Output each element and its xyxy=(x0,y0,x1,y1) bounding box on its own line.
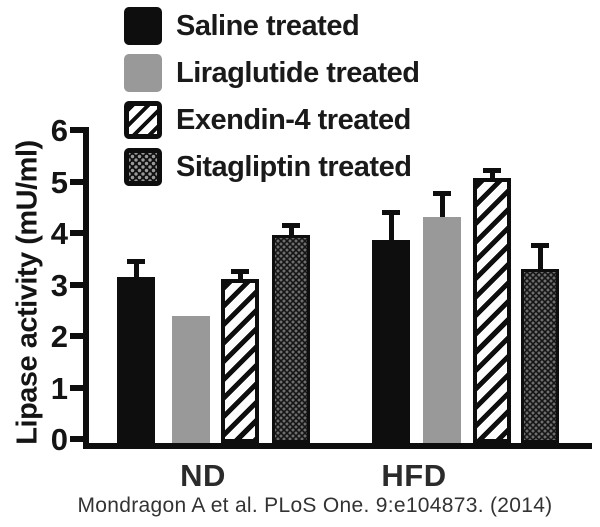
bar-hfd-3 xyxy=(521,268,559,443)
citation-text: Mondragon A et al. PLoS One. 9:e104873. … xyxy=(77,494,553,517)
bar-hfd-1 xyxy=(423,216,461,443)
error-bar-stem xyxy=(537,245,543,277)
error-bar-cap xyxy=(231,269,249,275)
error-bar-stem xyxy=(388,211,394,249)
error-bar-cap xyxy=(382,209,400,215)
y-tick-label: 1 xyxy=(50,370,68,406)
bar-nd-2 xyxy=(221,279,259,443)
y-tick-label: 5 xyxy=(50,164,68,200)
legend: Saline treated Liraglutide treated Exendin… xyxy=(124,7,420,186)
bar-hfd-2 xyxy=(473,177,511,443)
bar-nd-3 xyxy=(272,235,310,443)
y-tick-mark xyxy=(70,127,85,133)
x-category-label: ND xyxy=(180,458,226,493)
y-tick-mark xyxy=(70,333,85,339)
diagonal-hatch-swatch-icon xyxy=(124,101,162,139)
y-tick-label: 3 xyxy=(50,267,68,303)
y-tick-label: 4 xyxy=(50,216,68,251)
legend-item: Saline treated xyxy=(124,7,420,45)
error-bar-cap xyxy=(483,168,501,173)
dot-grid-swatch-icon xyxy=(124,148,162,186)
y-tick-mark xyxy=(70,384,85,391)
y-axis-line xyxy=(83,127,89,449)
legend-item: Exendin-4 treated xyxy=(124,101,420,139)
error-bar-stem xyxy=(439,193,445,225)
bar-nd-0 xyxy=(117,276,155,443)
y-tick-mark xyxy=(70,178,85,185)
solid-gray-swatch-icon xyxy=(124,54,162,92)
solid-black-swatch-icon xyxy=(124,7,162,45)
legend-item: Sitagliptin treated xyxy=(124,148,420,186)
error-bar-cap xyxy=(531,243,549,249)
x-category-label: HFD xyxy=(381,458,447,493)
error-bar-stem xyxy=(133,261,139,285)
y-tick-label: 6 xyxy=(50,113,68,148)
error-bar-cap xyxy=(127,259,145,264)
legend-label: Saline treated xyxy=(176,10,360,42)
bar-hfd-0 xyxy=(372,240,410,443)
legend-label: Exendin-4 treated xyxy=(176,104,411,136)
legend-label: Liraglutide treated xyxy=(176,57,420,89)
y-tick-mark xyxy=(70,281,85,288)
y-tick-label: 0 xyxy=(50,422,68,457)
y-tick-mark xyxy=(70,436,85,442)
y-tick-label: 2 xyxy=(50,319,68,354)
error-bar-cap xyxy=(282,222,300,228)
y-tick-mark xyxy=(70,230,85,236)
error-bar-stem xyxy=(288,224,294,243)
x-axis-line xyxy=(83,443,592,449)
bar-nd-1 xyxy=(172,315,210,443)
error-bar-cap xyxy=(433,191,451,197)
legend-item: Liraglutide treated xyxy=(124,54,420,92)
legend-label: Sitagliptin treated xyxy=(176,151,412,183)
